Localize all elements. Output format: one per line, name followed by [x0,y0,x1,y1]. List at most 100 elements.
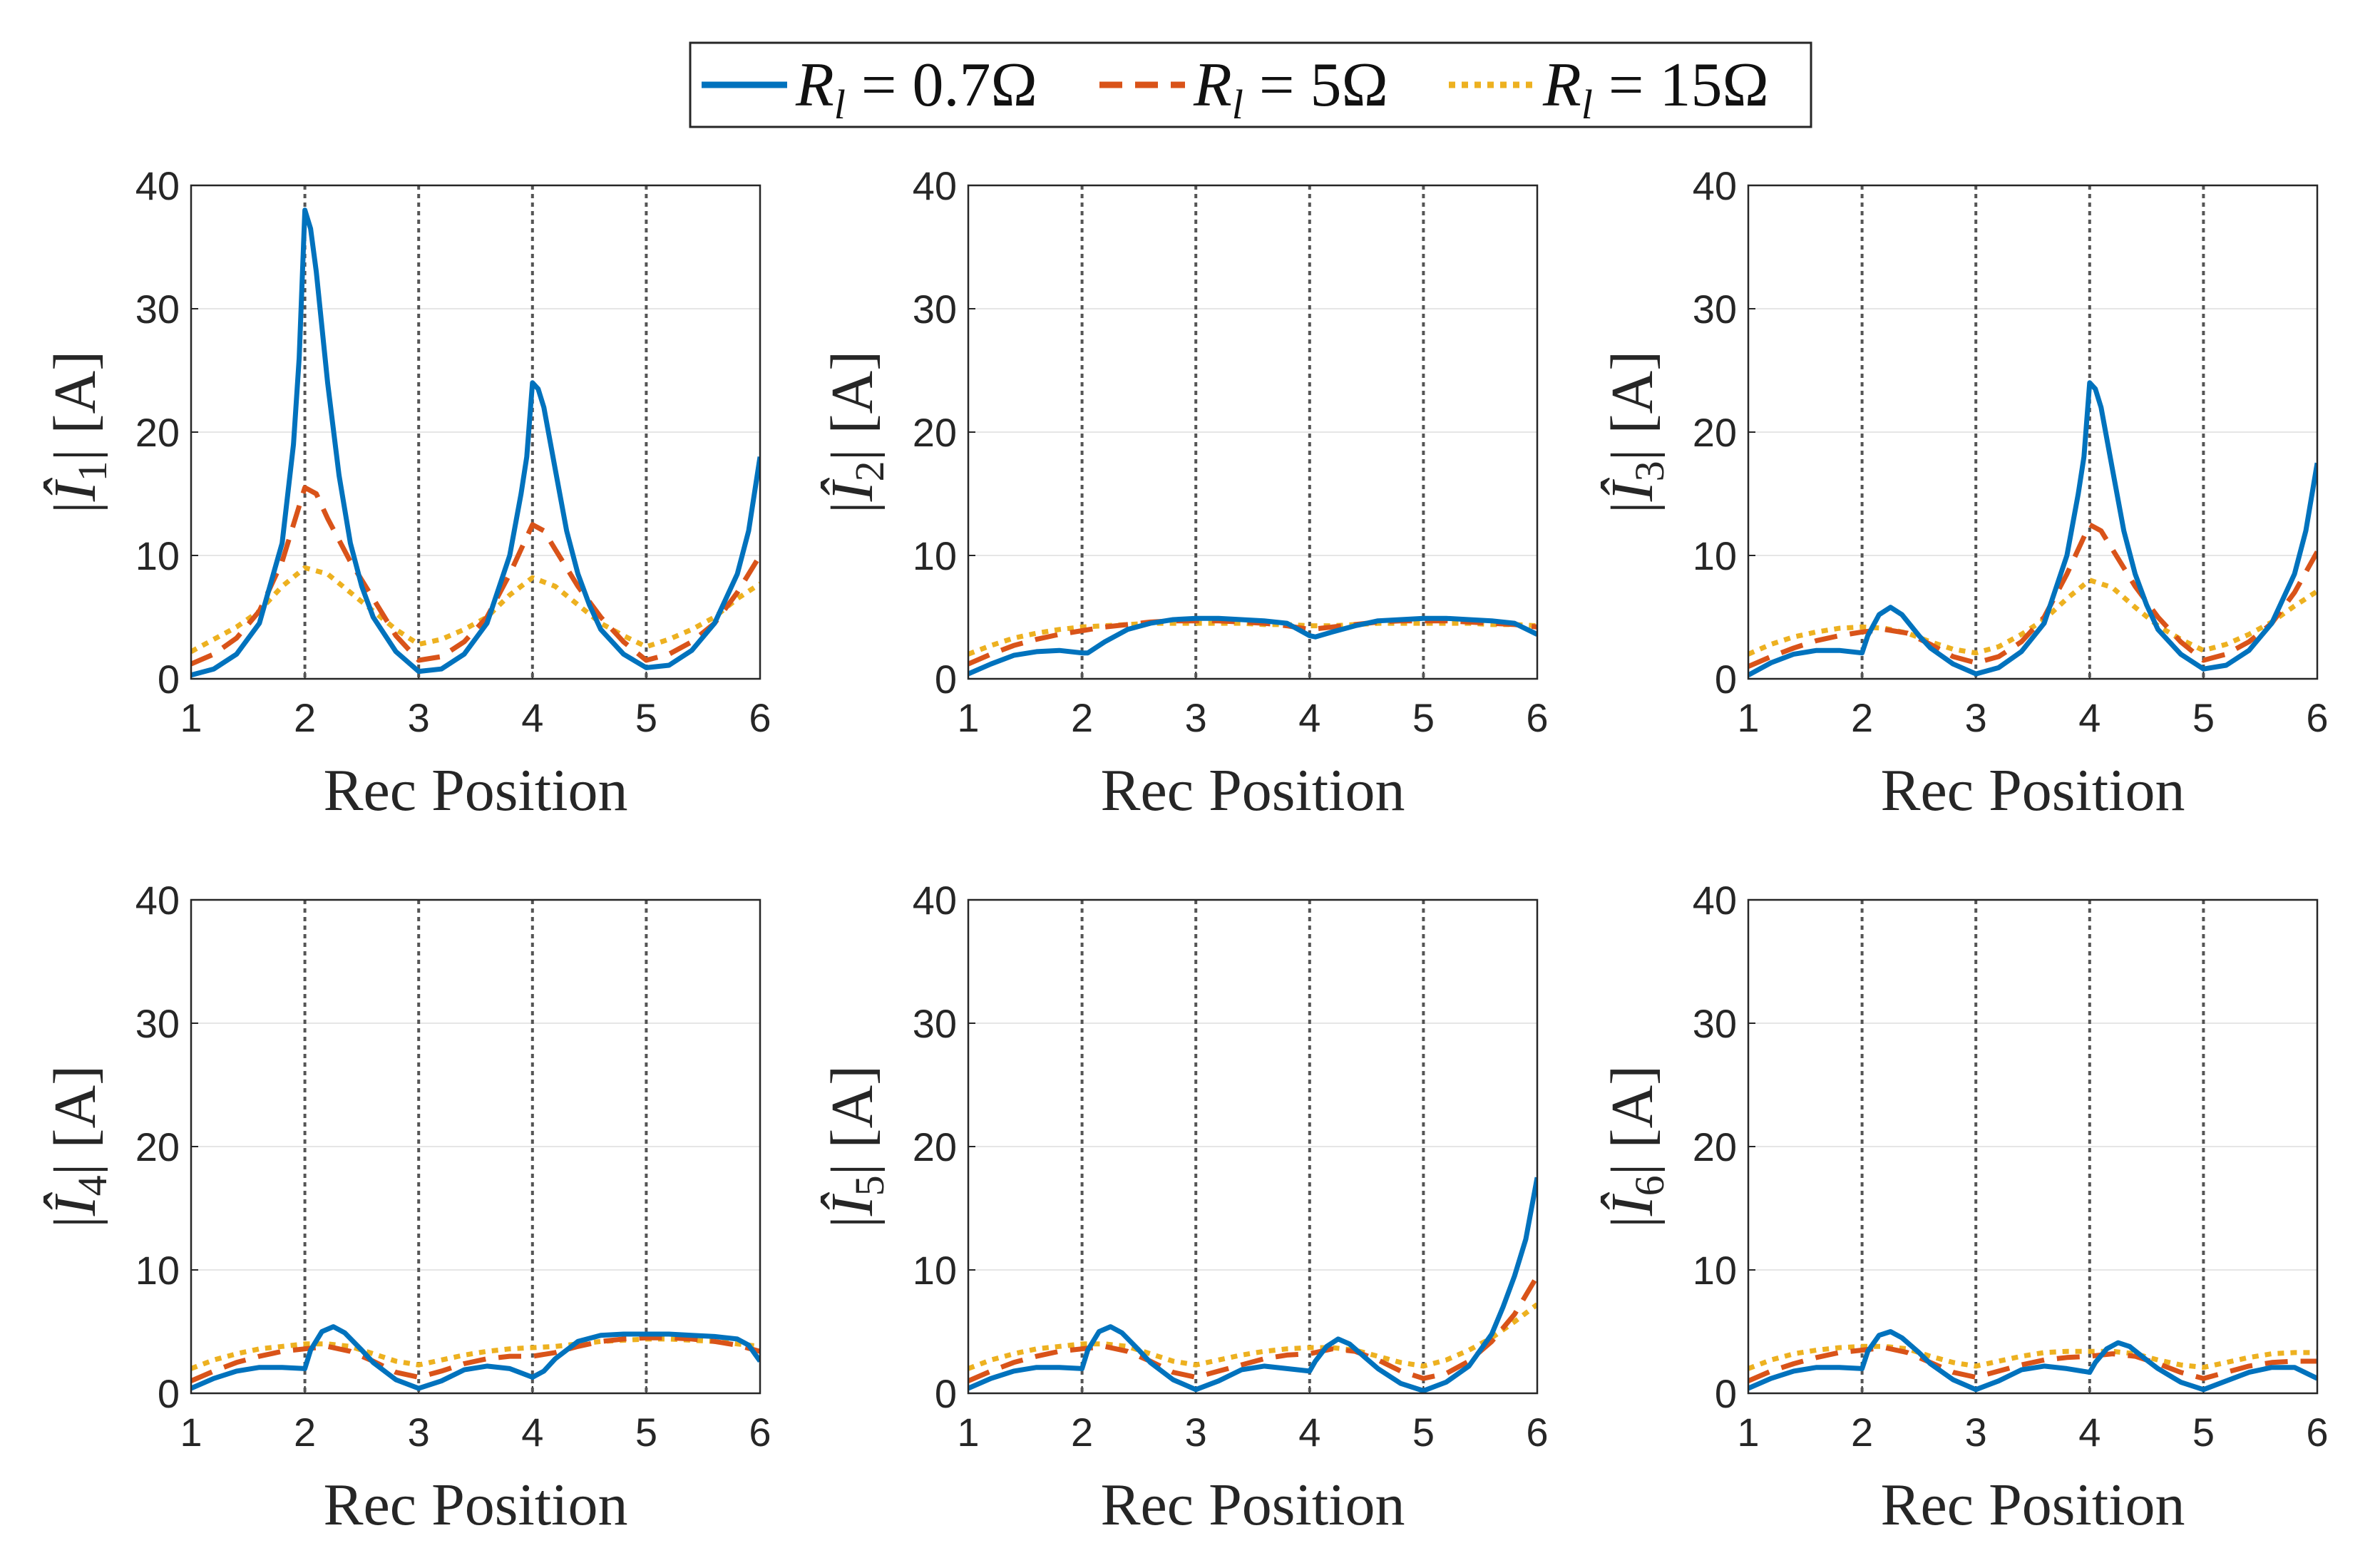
panel-I6: 0 10 20 30 40 1 2 3 4 5 6 Rec Position |Î6| [A] [1599,878,2329,1538]
y-tick-label: 10 [1693,1248,1737,1293]
y-tick-label: 0 [935,657,957,702]
x-tick-label: 4 [1298,695,1320,740]
series-line-1 [191,485,760,667]
series-line-0 [968,1177,1537,1393]
y-axis-label: |Î2| [A] [819,351,893,513]
y-tick-label: 10 [135,1248,180,1293]
y-tick-label: 10 [1693,533,1737,578]
y-tick-label: 20 [913,1124,957,1169]
x-axis-label: Rec Position [1100,757,1405,824]
legend-label-0: Rl = 0.7Ω [795,51,1037,128]
series-line-2 [1748,578,2317,657]
y-tick-label: 10 [135,533,180,578]
axes-frame [967,898,1539,1395]
y-tick-label: 0 [935,1371,957,1416]
x-tick-label: 4 [2078,1410,2101,1455]
y-tick-label: 20 [135,410,180,455]
series-line-1 [1748,522,2317,669]
x-axis-label: Rec Position [1880,1472,2185,1538]
y-axis-label: |Î5| [A] [819,1065,893,1228]
x-tick-label: 3 [1185,695,1207,740]
legend-box [689,41,1812,128]
x-axis-label: Rec Position [1100,1472,1405,1538]
x-tick-label: 1 [180,695,202,740]
x-tick-label: 3 [408,1410,430,1455]
y-tick-label: 10 [913,1248,957,1293]
x-tick-label: 5 [635,1410,657,1455]
series-line-0 [191,207,760,678]
y-tick-label: 30 [1693,1001,1737,1046]
y-axis-label: |Î6| [A] [1599,1065,1673,1228]
x-axis-label: Rec Position [323,1472,627,1538]
x-tick-label: 1 [1737,1410,1759,1455]
x-axis-label: Rec Position [323,757,627,824]
series-line-1 [191,1335,760,1383]
y-tick-label: 30 [135,287,180,332]
x-tick-label: 1 [180,1410,202,1455]
y-tick-label: 30 [913,1001,957,1046]
x-tick-label: 3 [1185,1410,1207,1455]
axes-frame [1747,898,2319,1395]
x-axis-label: Rec Position [1880,757,2185,824]
series-line-1 [1748,1345,2317,1383]
legend-label-1: Rl = 5Ω [1193,51,1388,128]
legend-label-2: Rl = 15Ω [1542,51,1769,128]
y-tick-label: 10 [913,533,957,578]
x-tick-label: 1 [1737,695,1759,740]
x-tick-label: 5 [635,695,657,740]
series-line-0 [1748,1329,2317,1393]
x-tick-label: 2 [1071,695,1093,740]
y-tick-label: 0 [158,657,180,702]
x-tick-label: 5 [1412,695,1435,740]
x-tick-label: 2 [1851,695,1873,740]
y-tick-label: 40 [1693,163,1737,208]
panel-I4: 0 10 20 30 40 1 2 3 4 5 6 Rec Position |Î4| [A] [42,878,771,1538]
x-tick-label: 4 [521,695,543,740]
x-tick-label: 6 [2306,695,2328,740]
series-line-0 [1748,380,2317,677]
panel-I2: 0 10 20 30 40 1 2 3 4 5 6 Rec Position |Î2| [A] [819,163,1549,824]
series-line-2 [191,565,760,654]
y-tick-label: 20 [135,1124,180,1169]
series-line-0 [191,1324,760,1391]
panel-I1: 0 10 20 30 40 1 2 3 4 5 6 Rec Position |Î1| [A] [42,163,771,824]
y-tick-label: 20 [1693,1124,1737,1169]
x-tick-label: 5 [2192,1410,2215,1455]
series-line-0 [968,615,1537,677]
x-tick-label: 3 [408,695,430,740]
x-tick-label: 6 [1526,695,1548,740]
x-tick-label: 6 [1526,1410,1548,1455]
axes-frame [190,184,761,680]
y-tick-label: 40 [135,163,180,208]
y-axis-label: |Î1| [A] [42,351,116,513]
y-tick-label: 30 [135,1001,180,1046]
y-tick-label: 30 [1693,287,1737,332]
x-tick-label: 6 [749,695,771,740]
series-line-1 [968,1274,1537,1383]
y-tick-label: 0 [1715,657,1737,702]
y-tick-label: 40 [135,878,180,923]
axes-frame [1747,184,2319,680]
y-axis-label: |Î4| [A] [42,1065,116,1228]
panel-I3: 0 10 20 30 40 1 2 3 4 5 6 Rec Position |Î3| [A] [1599,163,2329,824]
x-tick-label: 5 [2192,695,2215,740]
y-tick-label: 20 [1693,410,1737,455]
x-tick-label: 5 [1412,1410,1435,1455]
x-tick-label: 4 [1298,1410,1320,1455]
x-tick-label: 2 [294,1410,316,1455]
x-tick-label: 3 [1965,695,1987,740]
y-tick-label: 20 [913,410,957,455]
y-tick-label: 30 [913,287,957,332]
axes-frame [190,898,761,1395]
x-tick-label: 4 [2078,695,2101,740]
y-tick-label: 40 [913,163,957,208]
x-tick-label: 6 [2306,1410,2328,1455]
x-tick-label: 2 [1071,1410,1093,1455]
axes-frame [967,184,1539,680]
x-tick-label: 6 [749,1410,771,1455]
x-tick-label: 1 [957,1410,979,1455]
x-tick-label: 2 [1851,1410,1873,1455]
x-tick-label: 4 [521,1410,543,1455]
